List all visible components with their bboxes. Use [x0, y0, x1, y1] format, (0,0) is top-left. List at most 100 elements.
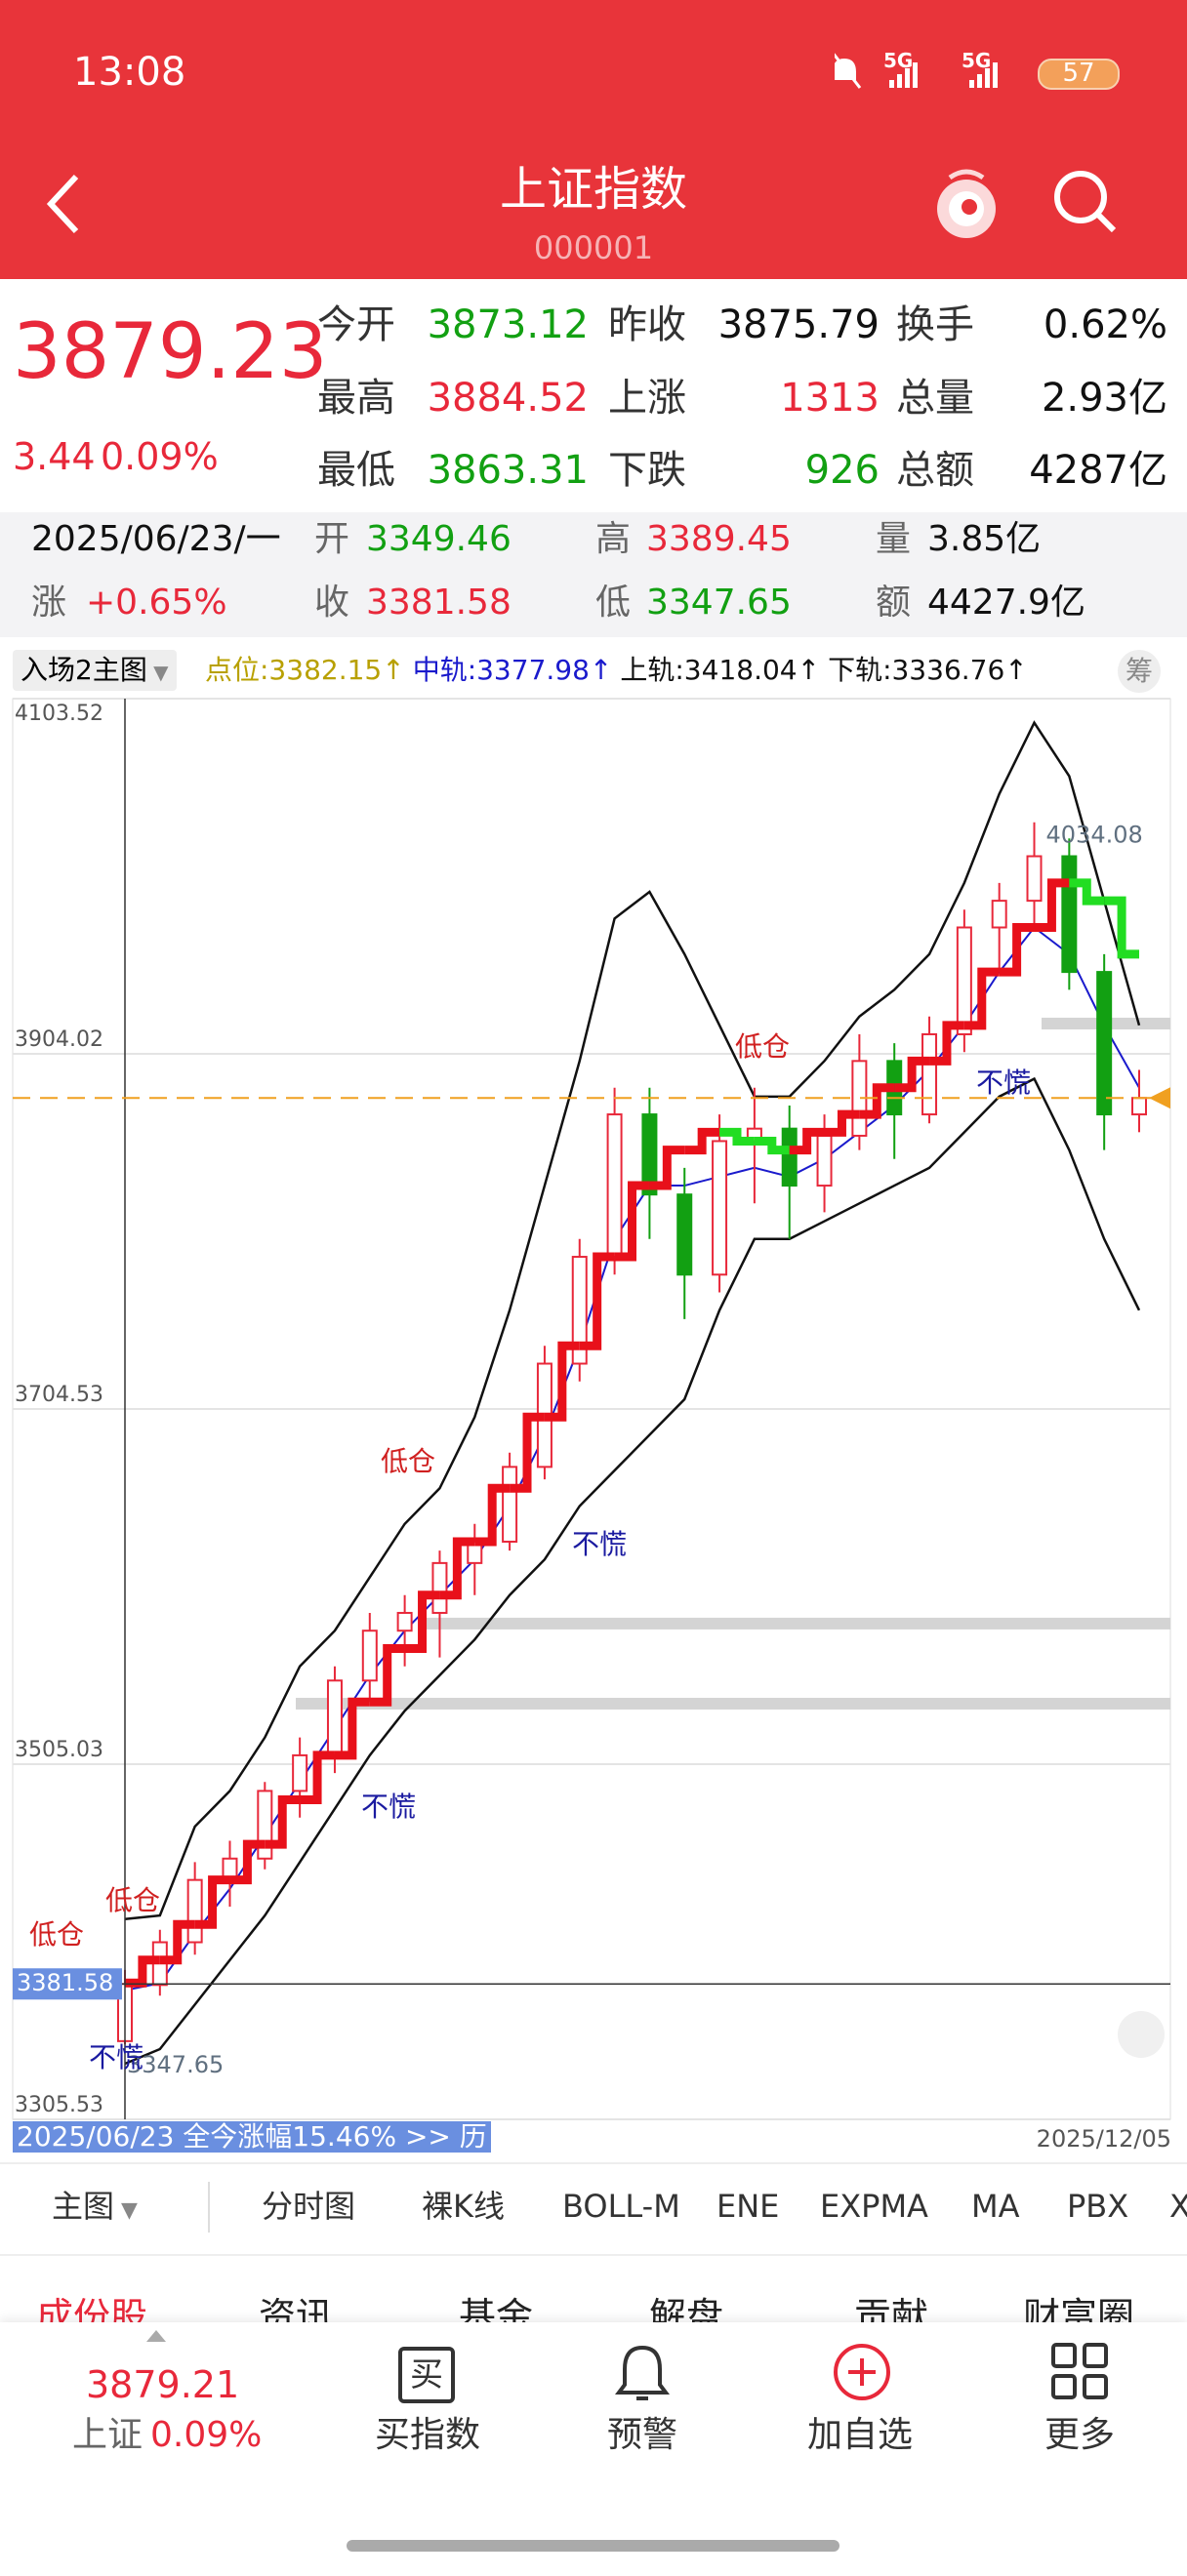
indicator-button[interactable]: 入场2主图 ▼ — [13, 650, 177, 691]
range-text[interactable]: 2025/06/23 全今涨幅15.46% >> 历 — [13, 2121, 491, 2153]
day-date: 2025/06/23/一 — [31, 519, 281, 559]
day-value: 3389.45 — [646, 519, 792, 559]
tab-bar — [0, 2162, 1187, 2256]
code: 000001 — [533, 229, 654, 266]
chip-button[interactable]: 筹 — [1118, 650, 1161, 693]
end-date: 2025/12/05 — [1036, 2125, 1171, 2153]
search-button[interactable] — [1049, 166, 1120, 236]
tab[interactable]: 裸K线 — [422, 2188, 505, 2225]
bell-icon — [615, 2345, 670, 2400]
annotation: 低仓 — [29, 1918, 84, 1951]
tab[interactable]: PBX — [1067, 2188, 1129, 2225]
home-indicator — [347, 2540, 839, 2552]
status-time: 13:08 — [73, 50, 186, 95]
nav-price: 3879.21 — [86, 2363, 240, 2406]
nav-item[interactable]: 预警 — [607, 2415, 678, 2455]
legend-entry: 中轨:3377.98↑ — [412, 654, 613, 686]
stat-label: 最高 — [317, 376, 395, 421]
tab[interactable]: X — [1169, 2188, 1187, 2225]
stop-line — [510, 1412, 545, 1493]
stop-line — [334, 1697, 370, 1760]
stop-line — [229, 1839, 266, 1885]
title: 上证指数 — [499, 162, 687, 217]
stop-line — [1034, 878, 1070, 932]
mascot-button[interactable] — [932, 164, 1001, 242]
current-price-marker — [1149, 1087, 1170, 1109]
day-label: 量 — [876, 519, 912, 559]
day-value: +0.65% — [86, 583, 227, 623]
band-line — [124, 1076, 1141, 2066]
stop-line — [789, 1127, 825, 1155]
day-value: 4427.9亿 — [927, 583, 1085, 623]
day-value: 3.85亿 — [927, 519, 1042, 559]
stop-line — [300, 1751, 335, 1805]
stat-label: 下跌 — [608, 448, 686, 493]
tab[interactable]: 主图 ▼ — [52, 2188, 138, 2225]
nav-icon: 买 — [398, 2347, 455, 2403]
chart: 4103.52 3904.02 3704.53 3505.03 3305.53 3381.… — [12, 698, 1171, 2120]
tab[interactable]: MA — [971, 2188, 1020, 2225]
price: 3879.23 — [13, 308, 328, 396]
candle-body — [641, 1113, 658, 1196]
stat-value: 1313 — [780, 376, 880, 421]
band-line — [124, 720, 1141, 1920]
stat-label: 最低 — [317, 448, 395, 493]
stat-value: 3863.31 — [427, 448, 589, 493]
stat-label: 换手 — [896, 302, 974, 347]
candle-body — [326, 1679, 343, 1756]
stop-line — [544, 1341, 580, 1422]
legend: 点位:3382.15↑ 中轨:3377.98↑ 上轨:3418.04↑ 下轨:3336… — [205, 657, 1036, 684]
nav-item[interactable]: 加自选 — [807, 2415, 914, 2455]
stop-line — [579, 1252, 615, 1350]
network: 5G — [962, 49, 992, 72]
candle-body — [712, 1140, 728, 1276]
day-value: 3349.46 — [366, 519, 512, 559]
stat-label: 今开 — [317, 302, 395, 347]
change: 3.44 — [13, 435, 96, 478]
stop-line — [859, 1083, 895, 1119]
battery-level: 57 — [1062, 59, 1095, 88]
day-label: 开 — [314, 519, 350, 559]
candle-body — [502, 1466, 518, 1543]
annotation: 低仓 — [105, 1884, 160, 1916]
stop-line — [649, 1146, 685, 1190]
stop-line — [614, 1181, 650, 1262]
candle-body — [1061, 855, 1078, 974]
tab[interactable]: 分时图 — [262, 2188, 356, 2225]
candle-body — [1026, 855, 1043, 903]
candle-body — [781, 1127, 798, 1187]
candle-body — [431, 1561, 448, 1614]
candle-body — [816, 1134, 833, 1187]
candle-body — [571, 1256, 588, 1365]
stat-value: 0.62% — [1043, 302, 1167, 347]
stop-line — [125, 1955, 160, 1988]
candle-body — [1096, 971, 1113, 1116]
expand-button[interactable] — [1118, 2011, 1165, 2058]
stat-value: 3873.12 — [427, 302, 589, 347]
tab[interactable]: ENE — [716, 2188, 780, 2225]
stat-label: 总量 — [896, 376, 974, 421]
stop-line — [474, 1483, 511, 1547]
tab[interactable]: BOLL-M — [562, 2188, 680, 2225]
nav-pct: 0.09% — [150, 2415, 263, 2455]
annotation: 不慌 — [572, 1528, 627, 1560]
stat-value: 3884.52 — [427, 376, 589, 421]
day-value: 3381.58 — [366, 583, 512, 623]
nav-item[interactable]: 买指数 — [375, 2415, 481, 2455]
stop-line — [159, 1919, 195, 1965]
crosshair-label: 3381.58 — [17, 1969, 113, 1996]
stat-label: 上涨 — [608, 376, 686, 421]
nav-item[interactable]: 更多 — [1044, 2415, 1116, 2455]
candle-body — [956, 926, 972, 1035]
battery — [1038, 59, 1120, 90]
candle-body — [396, 1611, 413, 1632]
tab[interactable]: EXPMA — [820, 2188, 928, 2225]
candle-body — [991, 900, 1007, 929]
back-button[interactable] — [39, 171, 88, 239]
stop-line — [194, 1875, 230, 1929]
candle-body — [186, 1878, 203, 1944]
stop-line — [684, 1127, 720, 1155]
day-label: 涨 — [31, 583, 67, 623]
stat-label: 总额 — [896, 448, 974, 493]
